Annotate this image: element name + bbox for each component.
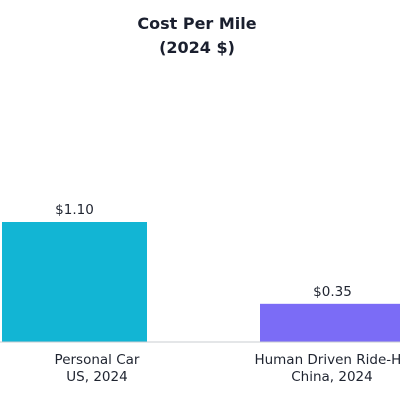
category-label-2-line-2: China, 2024	[291, 369, 373, 385]
chart-title: Cost Per Mile	[137, 14, 256, 33]
category-label-2-line-1: Human Driven Ride-Ha	[254, 352, 400, 368]
category-label-1-line-1: Personal Car	[55, 352, 140, 368]
chart-subtitle: (2024 $)	[159, 38, 235, 57]
bar-1	[2, 222, 147, 342]
bars-group	[2, 222, 400, 342]
value-label-2: $0.35	[313, 284, 352, 300]
bar-2	[260, 303, 400, 342]
category-label-1-line-2: US, 2024	[66, 369, 127, 385]
value-label-1: $1.10	[55, 202, 94, 218]
